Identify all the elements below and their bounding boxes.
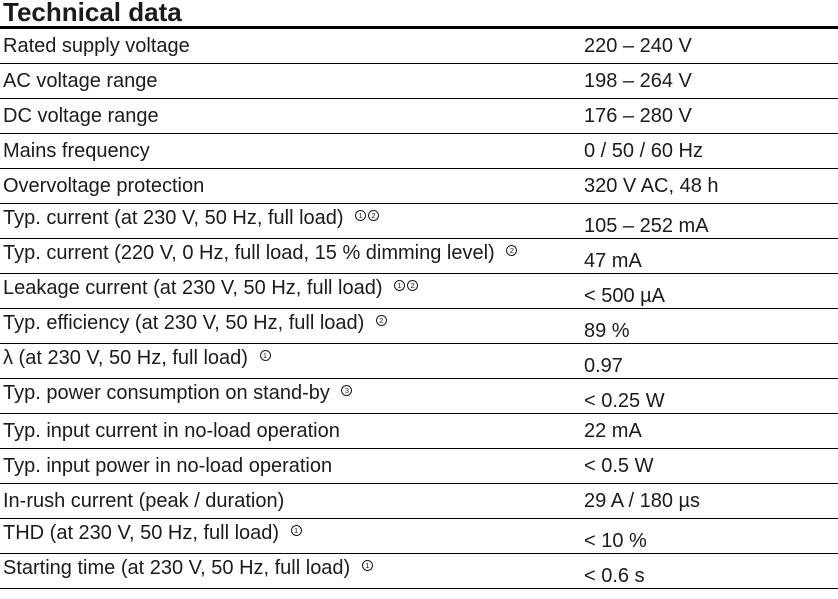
row-label: Rated supply voltage xyxy=(0,35,584,58)
row-value: 0.97 xyxy=(584,354,623,377)
circled-digit-3: 3 xyxy=(341,384,353,396)
row-label-text: Typ. efficiency (at 230 V, 50 Hz, full l… xyxy=(3,311,365,334)
row-label: Typ. power consumption on stand-by 3 xyxy=(0,382,584,405)
row-label: Typ. input power in no-load operation xyxy=(0,455,584,478)
table-row: Mains frequency 0 / 50 / 60 Hz xyxy=(0,134,838,169)
circled-digit-1: 1 xyxy=(355,209,367,221)
row-value: 176 – 280 V xyxy=(584,104,692,127)
row-label-text: λ (at 230 V, 50 Hz, full load) xyxy=(3,346,248,369)
table-row: Typ. current (at 230 V, 50 Hz, full load… xyxy=(0,204,838,239)
footnote-markers: 1 xyxy=(259,349,271,361)
row-label: Typ. input current in no-load operation xyxy=(0,420,584,443)
row-label-text: Starting time (at 230 V, 50 Hz, full loa… xyxy=(3,556,351,579)
row-value: 89 % xyxy=(584,319,630,342)
row-label-text: In-rush current (peak / duration) xyxy=(3,489,285,512)
row-value: 220 – 240 V xyxy=(584,34,692,57)
table-row: Typ. current (220 V, 0 Hz, full load, 15… xyxy=(0,239,838,274)
table-row: Typ. input power in no-load operation < … xyxy=(0,449,838,484)
technical-data-table: Rated supply voltage 220 – 240 V AC volt… xyxy=(0,29,838,589)
row-label: Leakage current (at 230 V, 50 Hz, full l… xyxy=(0,277,584,300)
row-label-text: Leakage current (at 230 V, 50 Hz, full l… xyxy=(3,276,383,299)
footnote-markers: 1 xyxy=(290,524,302,536)
row-label-text: Typ. current (220 V, 0 Hz, full load, 15… xyxy=(3,241,495,264)
footnote-markers: 2 xyxy=(375,314,387,326)
row-label-text: AC voltage range xyxy=(3,69,158,92)
row-label-text: Overvoltage protection xyxy=(3,174,205,197)
row-value: 0 / 50 / 60 Hz xyxy=(584,139,703,162)
table-row: THD (at 230 V, 50 Hz, full load) 1 < 10 … xyxy=(0,519,838,554)
circled-digit-1: 1 xyxy=(394,279,406,291)
row-value: 22 mA xyxy=(584,419,642,442)
row-value: 47 mA xyxy=(584,249,642,272)
row-value: 105 – 252 mA xyxy=(584,214,709,237)
row-label-text: Rated supply voltage xyxy=(3,34,190,57)
table-row: Rated supply voltage 220 – 240 V xyxy=(0,29,838,64)
row-value: < 500 µA xyxy=(584,284,666,307)
row-label-text: DC voltage range xyxy=(3,104,159,127)
table-row: Typ. efficiency (at 230 V, 50 Hz, full l… xyxy=(0,309,838,344)
circled-digit-1: 1 xyxy=(259,349,271,361)
circled-digit-2: 2 xyxy=(375,314,387,326)
row-value: < 10 % xyxy=(584,529,647,552)
row-label-text: Typ. power consumption on stand-by xyxy=(3,381,330,404)
row-value: 320 V AC, 48 h xyxy=(584,174,719,197)
table-row: Typ. input current in no-load operation … xyxy=(0,414,838,449)
row-label-text: Typ. current (at 230 V, 50 Hz, full load… xyxy=(3,206,344,229)
section-title-row: Technical data xyxy=(0,0,838,29)
row-label: THD (at 230 V, 50 Hz, full load) 1 xyxy=(0,522,584,545)
table-row: Leakage current (at 230 V, 50 Hz, full l… xyxy=(0,274,838,309)
row-label: Mains frequency xyxy=(0,140,584,163)
row-value: < 0.6 s xyxy=(584,564,645,587)
row-label-text: Typ. input power in no-load operation xyxy=(3,454,333,477)
row-label: Overvoltage protection xyxy=(0,175,584,198)
row-label: λ (at 230 V, 50 Hz, full load) 1 xyxy=(0,347,584,370)
circled-digit-2: 2 xyxy=(407,279,419,291)
footnote-markers: 3 xyxy=(341,384,353,396)
table-row: In-rush current (peak / duration) 29 A /… xyxy=(0,484,838,519)
row-label: Typ. current (220 V, 0 Hz, full load, 15… xyxy=(0,242,584,265)
table-row: Typ. power consumption on stand-by 3 < 0… xyxy=(0,379,838,414)
table-row: DC voltage range 176 – 280 V xyxy=(0,99,838,134)
row-label: Typ. current (at 230 V, 50 Hz, full load… xyxy=(0,207,584,230)
page-title: Technical data xyxy=(3,0,182,27)
table-row: Starting time (at 230 V, 50 Hz, full loa… xyxy=(0,554,838,589)
circled-digit-1: 1 xyxy=(290,524,302,536)
footnote-markers: 1 xyxy=(361,559,373,571)
row-value: < 0.25 W xyxy=(584,389,665,412)
footnote-markers: 2 xyxy=(506,244,518,256)
table-row: λ (at 230 V, 50 Hz, full load) 1 0.97 xyxy=(0,344,838,379)
row-label-text: THD (at 230 V, 50 Hz, full load) xyxy=(3,521,280,544)
row-value: 29 A / 180 µs xyxy=(584,489,701,512)
row-value: < 0.5 W xyxy=(584,454,654,477)
row-value: 198 – 264 V xyxy=(584,69,692,92)
row-label-text: Typ. input current in no-load operation xyxy=(3,419,340,442)
row-label: Starting time (at 230 V, 50 Hz, full loa… xyxy=(0,557,584,580)
circled-digit-2: 2 xyxy=(506,244,518,256)
row-label: AC voltage range xyxy=(0,70,584,93)
row-label: In-rush current (peak / duration) xyxy=(0,490,584,513)
circled-digit-2: 2 xyxy=(368,209,380,221)
row-label-text: Mains frequency xyxy=(3,139,150,162)
row-label: Typ. efficiency (at 230 V, 50 Hz, full l… xyxy=(0,312,584,335)
table-row: Overvoltage protection 320 V AC, 48 h xyxy=(0,169,838,204)
circled-digit-1: 1 xyxy=(361,559,373,571)
row-label: DC voltage range xyxy=(0,105,584,128)
table-row: AC voltage range 198 – 264 V xyxy=(0,64,838,99)
